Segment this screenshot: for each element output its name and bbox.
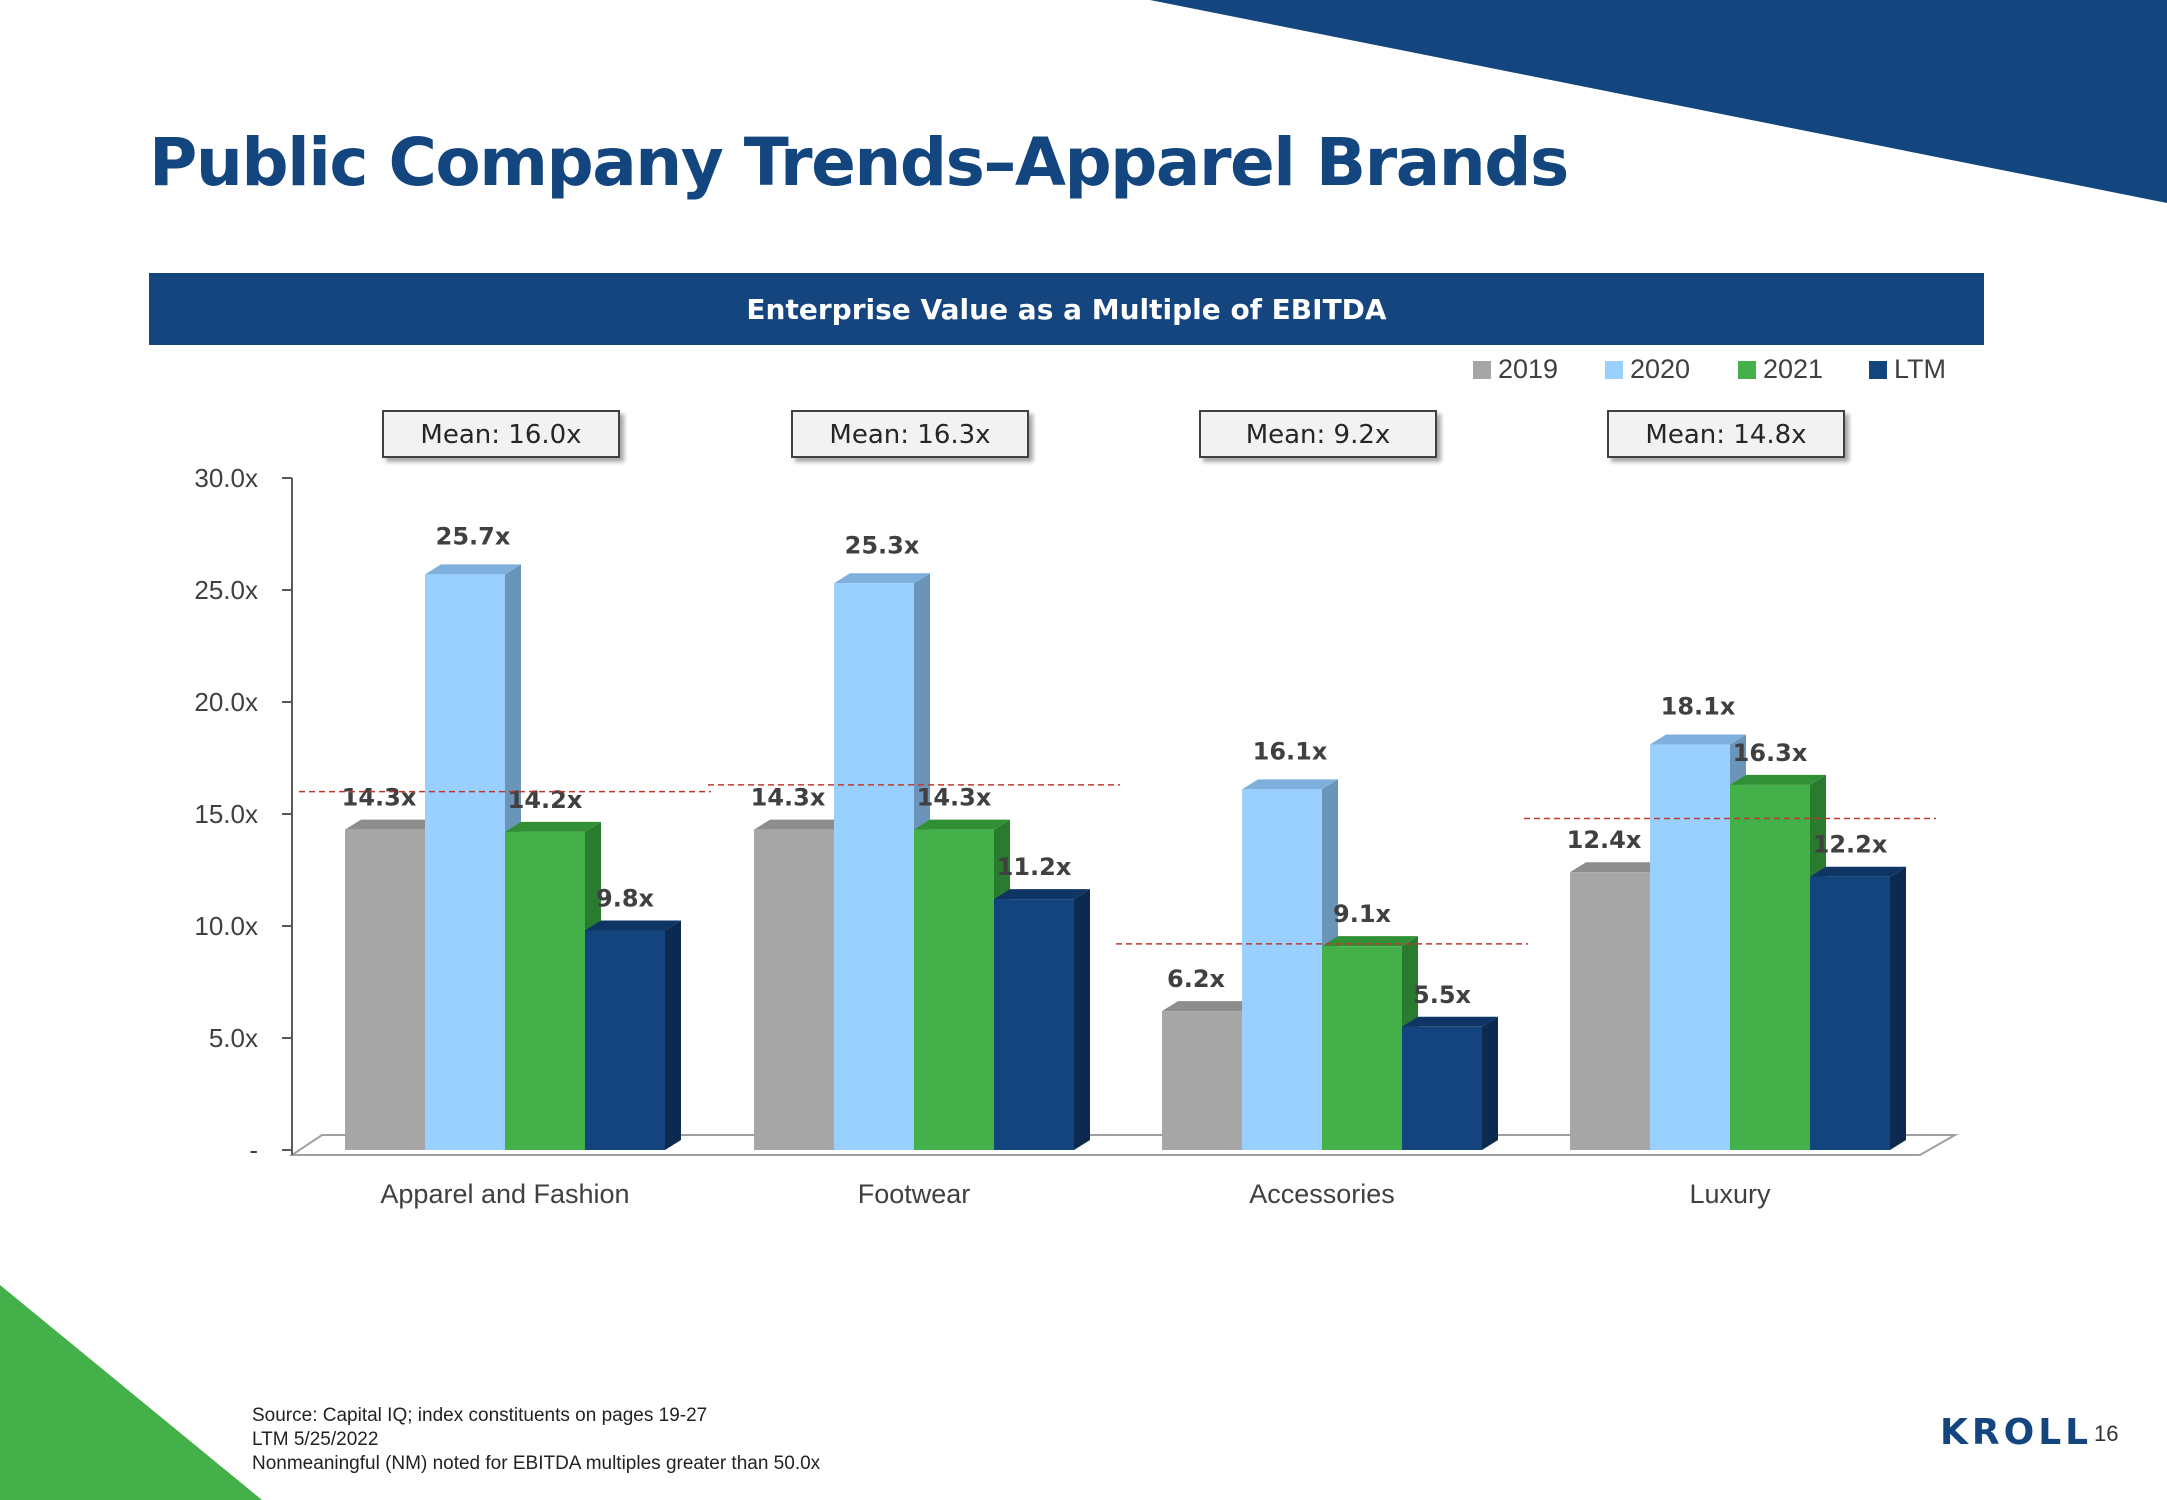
- bar-value-label: 16.3x: [1733, 739, 1808, 767]
- bar-LTM-accessories: [1402, 1026, 1482, 1150]
- bar-LTM-footwear: [994, 899, 1074, 1150]
- chart-title-banner: Enterprise Value as a Multiple of EBITDA: [149, 273, 1984, 345]
- bar-LTM-side: [1074, 889, 1090, 1150]
- bar-2021-apparel-and-fashion: [505, 831, 585, 1150]
- legend-label-2021: 2021: [1763, 354, 1823, 384]
- bar-value-label: 6.2x: [1167, 965, 1226, 993]
- bar-2019-top: [1570, 862, 1666, 873]
- legend-swatch-2021: [1738, 361, 1756, 379]
- bar-LTM-top: [1810, 866, 1906, 877]
- legend-swatch-LTM: [1869, 361, 1887, 379]
- mean-box: [382, 410, 620, 458]
- mean-label: Mean: 9.2x: [1246, 420, 1391, 450]
- mean-label: Mean: 14.8x: [1645, 420, 1806, 450]
- bar-2021-top: [914, 819, 1010, 830]
- bar-value-label: 14.3x: [751, 784, 826, 812]
- legend-label-2019: 2019: [1498, 354, 1558, 384]
- bar-2020-top: [425, 564, 521, 575]
- legend-swatch-2020: [1605, 361, 1623, 379]
- legend-label-2020: 2020: [1630, 354, 1690, 384]
- bar-value-label: 12.4x: [1567, 826, 1642, 854]
- bar-value-label: 12.2x: [1813, 831, 1888, 859]
- bar-value-label: 9.8x: [596, 884, 655, 912]
- bar-2019-footwear: [754, 829, 834, 1150]
- y-tick-label: 15.0x: [194, 799, 258, 829]
- bar-2020-top: [1650, 734, 1746, 745]
- bar-value-label: 14.3x: [342, 784, 417, 812]
- bar-value-label: 18.1x: [1661, 693, 1736, 721]
- bar-value-label: 9.1x: [1333, 900, 1392, 928]
- bar-LTM-apparel-and-fashion: [585, 930, 665, 1150]
- kroll-logo: KROLL: [1940, 1412, 2093, 1453]
- legend-label-LTM: LTM: [1894, 354, 1946, 384]
- x-category-label: Luxury: [1689, 1179, 1771, 1209]
- bar-2020-apparel-and-fashion: [425, 574, 505, 1150]
- footnotes: Source: Capital IQ; index constituents o…: [252, 1404, 820, 1476]
- bar-LTM-side: [665, 920, 681, 1150]
- y-tick-label: 20.0x: [194, 687, 258, 717]
- bar-2021-accessories: [1322, 946, 1402, 1150]
- bar-value-label: 16.1x: [1253, 737, 1328, 765]
- bar-2020-footwear: [834, 583, 914, 1150]
- mean-label: Mean: 16.0x: [420, 420, 581, 450]
- bar-2021-top: [505, 821, 601, 832]
- bar-2021-footwear: [914, 829, 994, 1150]
- bar-LTM-luxury: [1810, 876, 1890, 1150]
- ev-ebitda-bar-chart: - 5.0x 10.0x 15.0x 20.0x 25.0x 30.0x 14.3x 25.7x…: [194, 354, 1959, 1209]
- bar-LTM-side: [1890, 866, 1906, 1150]
- bar-2019-apparel-and-fashion: [345, 829, 425, 1150]
- bar-LTM-top: [994, 889, 1090, 900]
- green-corner-shape: [0, 1285, 262, 1500]
- bar-2019-top: [1162, 1001, 1258, 1012]
- x-category-label: Accessories: [1249, 1179, 1395, 1209]
- bar-2019-accessories: [1162, 1011, 1242, 1150]
- chart-floor: [288, 1134, 1959, 1156]
- bar-2020-top: [834, 573, 930, 584]
- bar-value-label: 5.5x: [1413, 981, 1472, 1009]
- footnote-nm: Nonmeaningful (NM) noted for EBITDA mult…: [252, 1453, 821, 1474]
- x-category-label: Apparel and Fashion: [380, 1179, 629, 1209]
- bar-2021-top: [1730, 774, 1826, 785]
- navy-corner-shape: [1150, 0, 2167, 203]
- bar-2020-accessories: [1242, 789, 1322, 1150]
- legend-swatch-2019: [1473, 361, 1491, 379]
- y-tick-label: 30.0x: [194, 463, 258, 493]
- bar-LTM-top: [585, 920, 681, 931]
- bar-LTM-side: [1482, 1016, 1498, 1150]
- bar-2021-luxury: [1730, 784, 1810, 1150]
- mean-label: Mean: 16.3x: [829, 420, 990, 450]
- bar-value-label: 11.2x: [997, 853, 1072, 881]
- bar-LTM-top: [1402, 1016, 1498, 1027]
- bar-2020-top: [1242, 779, 1338, 790]
- bar-2020-luxury: [1650, 744, 1730, 1150]
- page-title: Public Company Trends–Apparel Brands: [149, 124, 1569, 201]
- footnote-ltm: LTM 5/25/2022: [252, 1429, 379, 1450]
- page-number: 16: [2094, 1421, 2119, 1446]
- bar-value-label: 25.3x: [845, 531, 920, 559]
- mean-box: [1607, 410, 1845, 458]
- bar-2019-luxury: [1570, 872, 1650, 1150]
- chart-title: Enterprise Value as a Multiple of EBITDA: [746, 292, 1387, 326]
- bar-2019-top: [754, 819, 850, 830]
- mean-box: [1199, 410, 1437, 458]
- x-category-label: Footwear: [858, 1179, 971, 1209]
- footnote-source: Source: Capital IQ; index constituents o…: [252, 1405, 708, 1426]
- bar-2019-top: [345, 819, 441, 830]
- y-tick-label: 25.0x: [194, 575, 258, 605]
- y-tick-label: 10.0x: [194, 911, 258, 941]
- mean-box: [791, 410, 1029, 458]
- bar-value-label: 25.7x: [436, 522, 511, 550]
- y-tick-label: -: [249, 1135, 258, 1165]
- bar-value-label: 14.2x: [508, 786, 583, 814]
- y-tick-label: 5.0x: [209, 1023, 258, 1053]
- bar-value-label: 14.3x: [917, 784, 992, 812]
